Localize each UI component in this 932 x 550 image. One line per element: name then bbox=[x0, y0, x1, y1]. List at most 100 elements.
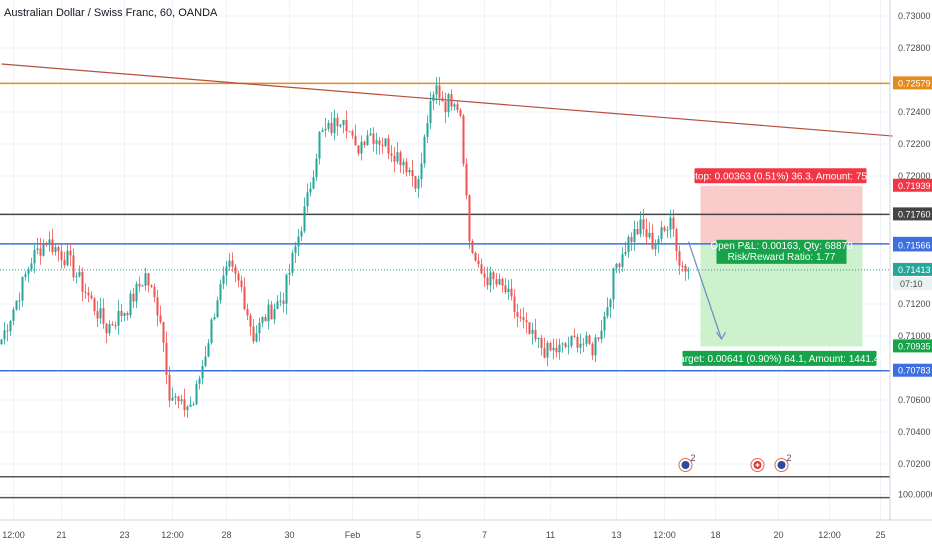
candle-body bbox=[633, 228, 636, 242]
candle-body bbox=[684, 265, 687, 272]
pnl-box bbox=[716, 239, 847, 264]
candle-body bbox=[588, 335, 591, 344]
candle-body bbox=[495, 279, 498, 285]
candle-body bbox=[531, 329, 534, 334]
time-tick: 23 bbox=[119, 530, 129, 540]
candle-body bbox=[669, 217, 672, 230]
candle-body bbox=[237, 273, 240, 281]
price-tick: 0.70600 bbox=[898, 395, 931, 405]
price-tick: 0.71200 bbox=[898, 299, 931, 309]
candle-body bbox=[519, 316, 522, 318]
candle-body bbox=[135, 283, 138, 302]
candle-body bbox=[63, 259, 66, 266]
price-label-dark-level: 0.71760 bbox=[898, 209, 931, 219]
candle-body bbox=[453, 104, 456, 107]
candle-body bbox=[435, 85, 438, 95]
candle-body bbox=[513, 296, 516, 313]
candle-body bbox=[675, 229, 678, 252]
candle-body bbox=[282, 300, 285, 304]
candle-body bbox=[462, 115, 465, 164]
time-tick: 12:00 bbox=[2, 530, 25, 540]
candle-body bbox=[336, 117, 339, 127]
candle-body bbox=[84, 291, 87, 293]
candle-body bbox=[45, 243, 48, 246]
time-tick: 12:00 bbox=[653, 530, 676, 540]
time-axis[interactable]: 12:00 21 23 12:00 28 30 Feb 5 7 11 13 12:00 18 20 12:0… bbox=[2, 530, 885, 540]
candle-body bbox=[612, 268, 615, 300]
candle-body bbox=[174, 396, 177, 398]
candle-body bbox=[420, 163, 423, 180]
candle-body bbox=[450, 94, 453, 107]
candle-body bbox=[567, 346, 570, 348]
flag-au-icon-fill bbox=[777, 461, 786, 469]
candle-body bbox=[369, 133, 372, 136]
price-axis[interactable]: 0.73000 0.72800 0.72400 0.72200 0.72000 0.712… bbox=[893, 11, 932, 499]
candle-body bbox=[492, 272, 495, 280]
time-tick: Feb bbox=[345, 530, 361, 540]
candle-body bbox=[93, 298, 96, 312]
candle-body bbox=[351, 131, 354, 136]
candle-body bbox=[171, 397, 174, 401]
candle-body bbox=[90, 295, 93, 299]
candle-body bbox=[156, 297, 159, 316]
candle-body bbox=[222, 275, 225, 285]
candle-body bbox=[414, 176, 417, 189]
candle-body bbox=[573, 335, 576, 337]
candle-body bbox=[12, 309, 15, 322]
price-label-support: 0.70783 bbox=[898, 366, 931, 376]
price-tick: 0.72800 bbox=[898, 43, 931, 53]
candle-body bbox=[324, 128, 327, 131]
candle-body bbox=[264, 317, 267, 322]
candle-body bbox=[501, 278, 504, 286]
candle-body bbox=[114, 325, 117, 327]
candle-body bbox=[480, 264, 483, 274]
candle-body bbox=[138, 283, 141, 287]
candle-body bbox=[486, 277, 489, 286]
candle-body bbox=[660, 227, 663, 240]
candle-body bbox=[654, 243, 657, 250]
time-tick: 30 bbox=[284, 530, 294, 540]
candle-body bbox=[258, 322, 261, 334]
countdown: 07:10 bbox=[900, 279, 923, 289]
candle-body bbox=[72, 255, 75, 278]
candle-body bbox=[678, 251, 681, 266]
candle-body bbox=[507, 288, 510, 292]
candle-body bbox=[126, 313, 129, 316]
candle-body bbox=[180, 399, 183, 402]
candle-body bbox=[21, 276, 24, 301]
price-tick: 100.0000 bbox=[898, 489, 932, 499]
candle-body bbox=[648, 232, 651, 238]
price-label-stop: 0.71939 bbox=[898, 181, 931, 191]
candle-body bbox=[198, 378, 201, 384]
price-label-last-price: 0.71413 bbox=[898, 265, 931, 275]
swiss-cross bbox=[755, 463, 760, 467]
candle-body bbox=[120, 310, 123, 316]
candle-body bbox=[471, 241, 474, 254]
candle-body bbox=[78, 271, 81, 277]
time-tick: 20 bbox=[773, 530, 783, 540]
candle-body bbox=[288, 272, 291, 275]
candle-body bbox=[543, 348, 546, 358]
candle-body bbox=[159, 315, 162, 323]
candle-body bbox=[165, 342, 168, 375]
candle-body bbox=[396, 152, 399, 162]
candle-body bbox=[561, 343, 564, 345]
candle-body bbox=[630, 236, 633, 242]
candle-body bbox=[381, 144, 384, 146]
candle-body bbox=[372, 133, 375, 144]
candle-body bbox=[39, 248, 42, 256]
candle-body bbox=[618, 263, 621, 267]
candle-body bbox=[189, 404, 192, 407]
candle-body bbox=[234, 266, 237, 274]
candle-body bbox=[252, 326, 255, 342]
candle-body bbox=[54, 247, 57, 253]
candle-body bbox=[657, 239, 660, 244]
candle-body bbox=[390, 153, 393, 156]
candle-body bbox=[48, 239, 51, 246]
price-tick: 0.71000 bbox=[898, 331, 931, 341]
price-label-target: 0.70935 bbox=[898, 341, 931, 351]
target-label-box bbox=[682, 350, 877, 366]
candle-body bbox=[378, 140, 381, 145]
price-label-resistance: 0.72579 bbox=[898, 78, 931, 88]
